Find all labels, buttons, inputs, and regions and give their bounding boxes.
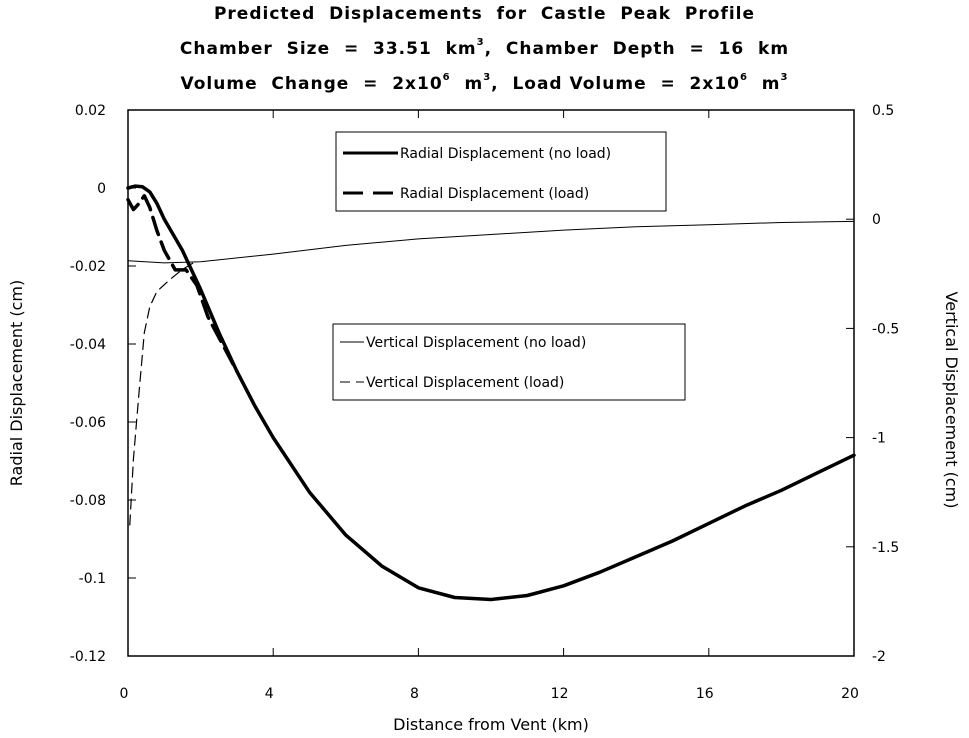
series-line-2 <box>127 220 855 264</box>
x-tick-label: 12 <box>551 686 569 702</box>
subtitle-depth-text: , Chamber Depth = 16 km <box>484 39 790 59</box>
superscript: 3 <box>780 72 789 83</box>
series-line-0 <box>126 184 856 602</box>
volume-text-a: Volume Change = 2x10 <box>180 74 443 94</box>
series-line-1 <box>126 194 239 374</box>
x-tick-label: 16 <box>696 686 714 702</box>
series-line-3 <box>129 262 194 526</box>
left-axis-label: Radial Displacement (cm) <box>7 280 26 486</box>
superscript: 3 <box>483 72 492 83</box>
volume-text-g: m <box>747 74 781 94</box>
series-lines <box>126 184 856 602</box>
left-tick-label: -0.08 <box>70 493 106 509</box>
plot-frame <box>127 109 855 657</box>
left-tick-label: -0.1 <box>79 571 106 587</box>
legend-vertical-noload-label: Vertical Displacement (no load) <box>366 335 586 351</box>
right-tick-label: 0.5 <box>872 103 894 119</box>
chart-title: Predicted Displacements for Castle Peak … <box>213 4 756 24</box>
x-tick-label: 8 <box>410 686 419 702</box>
x-axis-ticks: 0 4 8 12 16 20 <box>120 110 859 702</box>
legend-radial-load-label: Radial Displacement (load) <box>400 186 589 202</box>
right-tick-label: -1 <box>872 431 886 447</box>
right-tick-label: -0.5 <box>872 321 899 337</box>
right-tick-label: -1.5 <box>872 540 899 556</box>
volume-text-c: m <box>450 74 484 94</box>
right-axis-ticks: 0.5 0 -0.5 -1 -1.5 -2 <box>846 103 899 665</box>
left-tick-label: -0.06 <box>70 415 106 431</box>
chart-subtitle-volume: Volume Change = 2x106 m3, Load Volume = … <box>0 72 969 94</box>
x-tick-label: 20 <box>841 686 859 702</box>
right-tick-label: 0 <box>872 212 881 228</box>
subtitle-chamber-text: Chamber Size = 33.51 km <box>179 39 477 59</box>
left-tick-label: -0.02 <box>70 259 106 275</box>
legend-radial: Radial Displacement (no load) Radial Dis… <box>335 131 667 212</box>
legend-vertical-load-label: Vertical Displacement (load) <box>366 375 564 391</box>
right-axis-label: Vertical Displacement (cm) <box>942 292 961 509</box>
left-tick-label: -0.12 <box>70 649 106 665</box>
superscript: 3 <box>476 37 485 48</box>
right-tick-label: -2 <box>872 649 886 665</box>
legend-radial-box <box>335 131 667 212</box>
x-tick-label: 0 <box>120 686 129 702</box>
superscript: 6 <box>739 72 748 83</box>
superscript: 6 <box>442 72 451 83</box>
volume-text-e: , Load Volume = 2x10 <box>491 74 740 94</box>
legend-vertical: Vertical Displacement (no load) Vertical… <box>332 323 686 401</box>
left-tick-label: 0.02 <box>75 103 106 119</box>
left-tick-label: -0.04 <box>70 337 106 353</box>
left-tick-label: 0 <box>97 181 106 197</box>
legend-radial-noload-label: Radial Displacement (no load) <box>400 146 611 162</box>
legend-vertical-box <box>332 323 686 401</box>
x-tick-label: 4 <box>265 686 274 702</box>
left-axis-ticks: 0.02 0 -0.02 -0.04 -0.06 -0.08 -0.1 -0.12 <box>70 103 136 665</box>
chart-subtitle-chamber: Chamber Size = 33.51 km3, Chamber Depth … <box>0 37 969 59</box>
x-axis-label: Distance from Vent (km) <box>393 715 589 734</box>
